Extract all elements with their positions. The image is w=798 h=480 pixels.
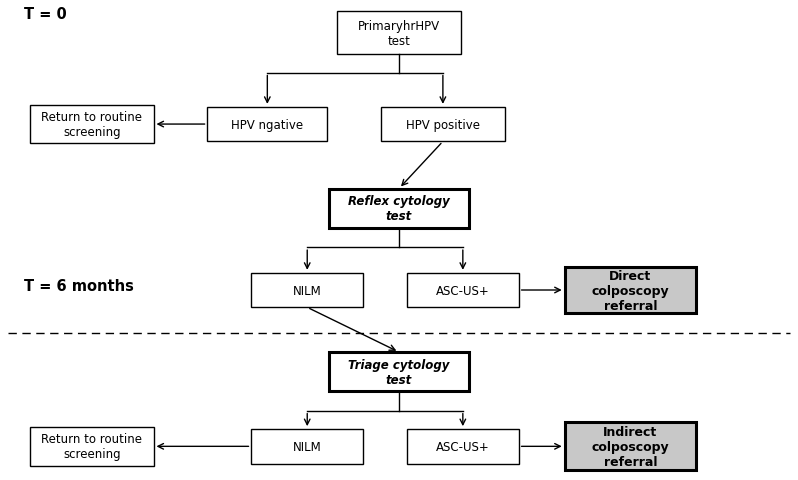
FancyBboxPatch shape bbox=[30, 427, 153, 466]
Text: Indirect
colposcopy
referral: Indirect colposcopy referral bbox=[591, 425, 670, 468]
Text: NILM: NILM bbox=[293, 440, 322, 453]
Text: Return to routine
screening: Return to routine screening bbox=[41, 111, 142, 139]
FancyBboxPatch shape bbox=[329, 352, 468, 392]
Text: Direct
colposcopy
referral: Direct colposcopy referral bbox=[591, 269, 670, 312]
Text: ASC-US+: ASC-US+ bbox=[436, 440, 490, 453]
FancyBboxPatch shape bbox=[207, 108, 327, 142]
Text: Triage cytology
test: Triage cytology test bbox=[348, 358, 450, 386]
FancyBboxPatch shape bbox=[381, 108, 505, 142]
Text: HPV ngative: HPV ngative bbox=[231, 118, 303, 132]
Text: HPV positive: HPV positive bbox=[406, 118, 480, 132]
FancyBboxPatch shape bbox=[407, 429, 519, 464]
FancyBboxPatch shape bbox=[407, 273, 519, 308]
FancyBboxPatch shape bbox=[251, 429, 363, 464]
Text: Return to routine
screening: Return to routine screening bbox=[41, 432, 142, 460]
Text: NILM: NILM bbox=[293, 284, 322, 297]
Text: Reflex cytology
test: Reflex cytology test bbox=[348, 195, 450, 223]
Text: PrimaryhrHPV
test: PrimaryhrHPV test bbox=[358, 20, 440, 48]
Text: T = 6 months: T = 6 months bbox=[24, 278, 134, 293]
FancyBboxPatch shape bbox=[565, 268, 696, 313]
FancyBboxPatch shape bbox=[30, 106, 153, 144]
FancyBboxPatch shape bbox=[565, 422, 696, 470]
FancyBboxPatch shape bbox=[329, 189, 468, 228]
FancyBboxPatch shape bbox=[251, 273, 363, 308]
Text: ASC-US+: ASC-US+ bbox=[436, 284, 490, 297]
FancyBboxPatch shape bbox=[337, 12, 461, 55]
Text: T = 0: T = 0 bbox=[24, 7, 67, 22]
